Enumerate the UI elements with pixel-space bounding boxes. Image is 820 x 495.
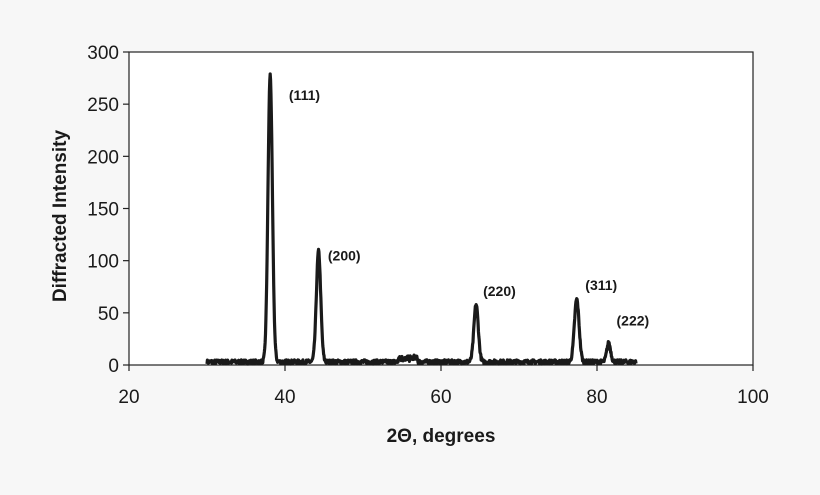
- plot-area: [128, 51, 754, 366]
- peak-label: (220): [483, 283, 516, 299]
- y-tick-label: 300: [87, 43, 119, 64]
- y-tick-label: 50: [98, 304, 119, 325]
- y-tick-label: 150: [87, 200, 119, 221]
- y-tick-label: 250: [87, 95, 119, 116]
- series-line: [205, 72, 638, 366]
- peak-label: (111): [289, 87, 320, 103]
- x-tick-label: 100: [737, 387, 769, 408]
- x-tick-label: 40: [274, 387, 295, 408]
- x-tick-label: 20: [118, 387, 139, 408]
- peak-label: (311): [585, 277, 617, 293]
- y-tick-label: 100: [87, 252, 119, 273]
- x-tick-label: 60: [430, 387, 451, 408]
- peak-label: (200): [328, 248, 361, 264]
- x-tick-label: 80: [586, 387, 607, 408]
- x-axis-title: 2Θ, degrees: [387, 426, 496, 447]
- y-tick-label: 0: [108, 356, 119, 377]
- peak-label: (222): [617, 312, 650, 328]
- y-axis-title: Diffracted Intensity: [50, 130, 71, 303]
- y-tick-label: 200: [87, 147, 119, 168]
